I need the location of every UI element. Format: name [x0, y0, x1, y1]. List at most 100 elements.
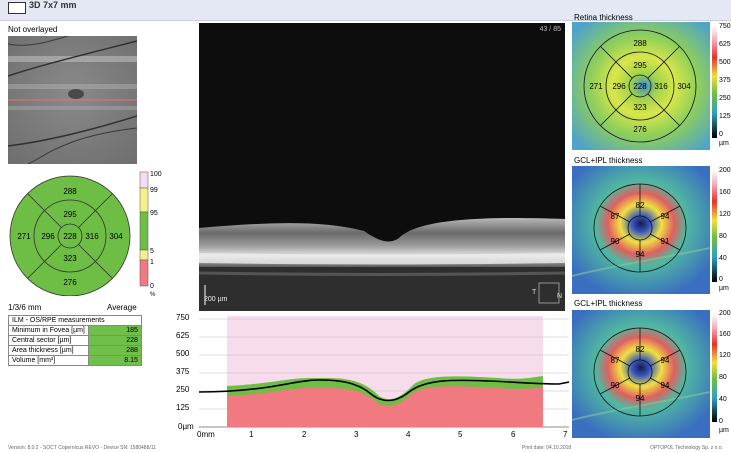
gcl1-temporal: 90	[611, 237, 620, 246]
orient-nasal: N	[557, 293, 563, 300]
gcl1-unit: µm	[719, 285, 729, 292]
retina-tick-0: 0	[719, 131, 723, 138]
gcl2-tick-120: 120	[719, 352, 731, 359]
gcl-colorbar-1	[712, 170, 717, 282]
x-tick-6: 6	[511, 430, 516, 439]
retina-tick-125: 125	[719, 113, 731, 120]
fundus-image[interactable]	[8, 36, 137, 164]
retina-tick-375: 375	[719, 77, 731, 84]
retina-tick-750: 750	[719, 23, 731, 30]
table-title-row: ILM - OS/RPE measurements	[8, 315, 142, 326]
row-label: Area thickness [µm]	[8, 345, 89, 356]
y-tick-125: 125	[176, 403, 190, 412]
fundus-label: Not overlayed	[8, 25, 58, 34]
thickness-profile-svg	[198, 316, 570, 428]
gcl1-tick-40: 40	[719, 255, 727, 262]
y-tick-500: 500	[176, 349, 190, 358]
retina-thickness-map[interactable]: 228 295 296 316 323 288 271 304 276	[572, 22, 710, 150]
gcl1-tick-160: 160	[719, 189, 731, 196]
retina-outer-inferior: 276	[633, 125, 647, 134]
gcl1-tick-0: 0	[719, 276, 723, 283]
gcl2-tick-0: 0	[719, 418, 723, 425]
x-tick-0: 0mm	[197, 430, 215, 439]
footer-print-date: Print date: 04.10.2018	[522, 445, 572, 451]
x-tick-7: 7	[563, 430, 568, 439]
row-label: Volume [mm³]	[8, 355, 89, 366]
gcl1-nasal: 91	[661, 237, 670, 246]
gcl2-tick-80: 80	[719, 374, 727, 381]
y-tick-750: 750	[176, 313, 190, 322]
retina-tick-500: 500	[719, 59, 731, 66]
etdrs-outer-nasal: 304	[109, 232, 123, 241]
retina-inner-superior: 295	[633, 61, 647, 70]
table-row: Volume [mm³] 8.15	[8, 355, 142, 366]
gcl-map-2[interactable]: 82 87 94 90 94 94	[572, 310, 710, 438]
bscan-svg	[199, 23, 565, 311]
report-top-bar	[0, 0, 731, 21]
gcl1-sup-nasal: 94	[661, 212, 670, 221]
etdrs-inner-nasal: 316	[85, 232, 99, 241]
eye-selector-box[interactable]	[8, 2, 26, 14]
x-tick-5: 5	[458, 430, 463, 439]
gcl2-temporal: 90	[611, 381, 620, 390]
grid-size-label: 1/3/6 mm	[8, 303, 42, 312]
retina-map-title: Retina thickness	[574, 13, 633, 22]
scale-label-1: 1	[150, 259, 154, 266]
gcl-colorbar-2	[712, 314, 717, 422]
gcl1-sup-temporal: 87	[611, 212, 620, 221]
gcl2-tick-200: 200	[719, 310, 731, 317]
scale-label-5: 5	[150, 248, 154, 255]
bscan-image[interactable]: 43 / 85 200 µm T N	[199, 23, 565, 311]
footer-version: Version: 8.0.2 - SOCT Copernicus REVO - …	[8, 445, 156, 451]
scale-label-95: 95	[150, 210, 158, 217]
bscan-counter: 43 / 85	[539, 26, 561, 33]
gcl2-nasal: 94	[661, 381, 670, 390]
gcl-map-1-title: GCL+IPL thickness	[574, 156, 643, 165]
table-row: Central sector [µm] 228	[8, 335, 142, 346]
gcl2-sup-nasal: 94	[661, 356, 670, 365]
measurements-table: ILM - OS/RPE measurements Minimum in Fov…	[8, 315, 142, 366]
gcl1-superior: 82	[636, 201, 645, 210]
x-tick-4: 4	[406, 430, 411, 439]
gcl-map-1[interactable]: 82 87 94 90 91 94	[572, 166, 710, 294]
y-tick-375: 375	[176, 367, 190, 376]
etdrs-inner-temporal: 296	[41, 232, 55, 241]
etdrs-inner-inferior: 323	[63, 254, 77, 263]
retina-outer-superior: 288	[633, 39, 647, 48]
fundus-svg	[8, 36, 137, 164]
normative-scale: 100 99 95 5 1 0 %	[139, 171, 162, 298]
gcl2-inferior: 94	[636, 394, 645, 403]
retina-inner-temporal: 296	[612, 82, 626, 91]
row-label: Minimum in Fovea [µm]	[8, 325, 89, 336]
retina-inner-nasal: 316	[654, 82, 668, 91]
gcl2-superior: 82	[636, 345, 645, 354]
gcl1-tick-200: 200	[719, 167, 731, 174]
etdrs-center: 228	[63, 232, 77, 241]
gcl1-inferior: 94	[636, 250, 645, 259]
bscan-scale-bar: 200 µm	[204, 296, 228, 303]
scale-unit: %	[150, 292, 156, 298]
row-value: 8.15	[87, 355, 142, 366]
orient-temporal: T	[532, 289, 537, 296]
retina-colorbar	[712, 26, 717, 138]
gcl2-tick-40: 40	[719, 396, 727, 403]
retina-tick-250: 250	[719, 95, 731, 102]
table-title: ILM - OS/RPE measurements	[8, 315, 142, 326]
thickness-line	[198, 379, 570, 402]
thickness-profile	[198, 316, 570, 428]
y-tick-0: 0µm	[178, 422, 194, 431]
etdrs-inner-superior: 295	[63, 210, 77, 219]
gcl2-unit: µm	[719, 427, 729, 434]
gcl1-tick-120: 120	[719, 211, 731, 218]
scale-label-99: 99	[150, 187, 158, 194]
row-value: 228	[87, 335, 142, 346]
x-tick-3: 3	[354, 430, 359, 439]
etdrs-outer-superior: 288	[63, 187, 77, 196]
retina-outer-temporal: 271	[589, 82, 603, 91]
retina-inner-inferior: 323	[633, 103, 647, 112]
scan-protocol-label: 3D 7x7 mm	[29, 0, 77, 10]
scale-label-100: 100	[150, 171, 162, 178]
y-tick-625: 625	[176, 331, 190, 340]
left-etdrs-grid: 228 295 296 316 323 288 271 304 276	[9, 175, 131, 296]
y-tick-250: 250	[176, 385, 190, 394]
